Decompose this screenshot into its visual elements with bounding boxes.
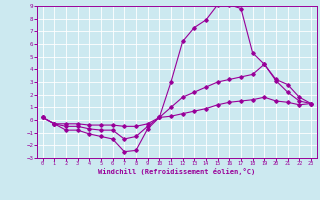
X-axis label: Windchill (Refroidissement éolien,°C): Windchill (Refroidissement éolien,°C) (98, 168, 255, 175)
